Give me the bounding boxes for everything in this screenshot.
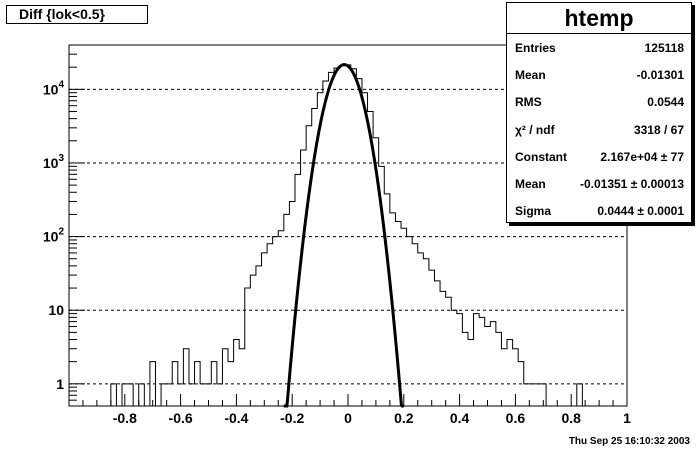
y-tick-label: 102 xyxy=(43,227,65,245)
stats-box: htemp Entries 125118 Mean -0.01301 RMS 0… xyxy=(506,2,692,223)
y-tick-label: 104 xyxy=(43,79,65,97)
stats-value: 125118 xyxy=(644,40,684,55)
stats-label: Mean xyxy=(515,177,546,192)
footer-timestamp: Thu Sep 25 16:10:32 2003 xyxy=(568,436,690,447)
stats-label: χ² / ndf xyxy=(515,122,555,137)
y-axis-labels: 1 10 102 103 104 xyxy=(43,79,65,392)
y-tick-label: 103 xyxy=(43,153,65,171)
isolated-bins xyxy=(576,383,583,406)
stats-label: Sigma xyxy=(515,204,552,219)
x-tick-label: 0.8 xyxy=(561,410,581,426)
isolated-bin xyxy=(576,383,583,406)
stats-value: 0.0544 xyxy=(647,95,684,110)
stats-label: Mean xyxy=(515,67,546,82)
x-tick-label: 0 xyxy=(344,410,352,426)
x-tick-label: 1 xyxy=(623,410,631,426)
y-axis-ticks xyxy=(69,53,85,401)
stats-row-mean: Mean -0.01301 xyxy=(507,61,691,88)
x-axis-ticks xyxy=(68,394,628,406)
stats-label: RMS xyxy=(515,95,542,110)
stats-row-fit-mean: Mean -0.01351 ± 0.00013 xyxy=(507,170,691,197)
x-tick-label: 0.4 xyxy=(450,410,470,426)
stats-label: Entries xyxy=(515,40,556,55)
x-tick-label: -0.8 xyxy=(113,410,137,426)
histogram-series xyxy=(110,64,547,407)
stats-row-rms: RMS 0.0544 xyxy=(507,89,691,116)
stats-value: 0.0444 ± 0.0001 xyxy=(597,204,684,219)
stats-value: 3318 / 67 xyxy=(633,122,684,137)
stats-row-sigma: Sigma 0.0444 ± 0.0001 xyxy=(507,198,691,225)
y-tick-label: 1 xyxy=(56,376,64,392)
x-tick-label: 0.6 xyxy=(506,410,526,426)
stats-label: Constant xyxy=(515,149,567,164)
x-tick-label: -0.2 xyxy=(280,410,304,426)
stats-title: htemp xyxy=(507,3,691,34)
stats-value: -0.01301 xyxy=(636,67,684,82)
stats-row-chi2: χ² / ndf 3318 / 67 xyxy=(507,116,691,143)
stats-row-entries: Entries 125118 xyxy=(507,34,691,61)
x-tick-label: 0.2 xyxy=(394,410,414,426)
stats-value: -0.01351 ± 0.00013 xyxy=(579,177,684,192)
stats-value: 2.167e+04 ± 77 xyxy=(600,149,684,164)
x-tick-label: -0.6 xyxy=(169,410,193,426)
x-axis-labels: -0.8 -0.6 -0.4 -0.2 0 0.2 0.4 0.6 0.8 1 xyxy=(113,410,631,426)
x-tick-label: -0.4 xyxy=(224,410,248,426)
chart-title: Diff {lok<0.5} xyxy=(6,5,148,24)
y-tick-label: 10 xyxy=(48,302,64,318)
gaussian-fit-curve xyxy=(283,63,404,408)
stats-row-constant: Constant 2.167e+04 ± 77 xyxy=(507,143,691,170)
